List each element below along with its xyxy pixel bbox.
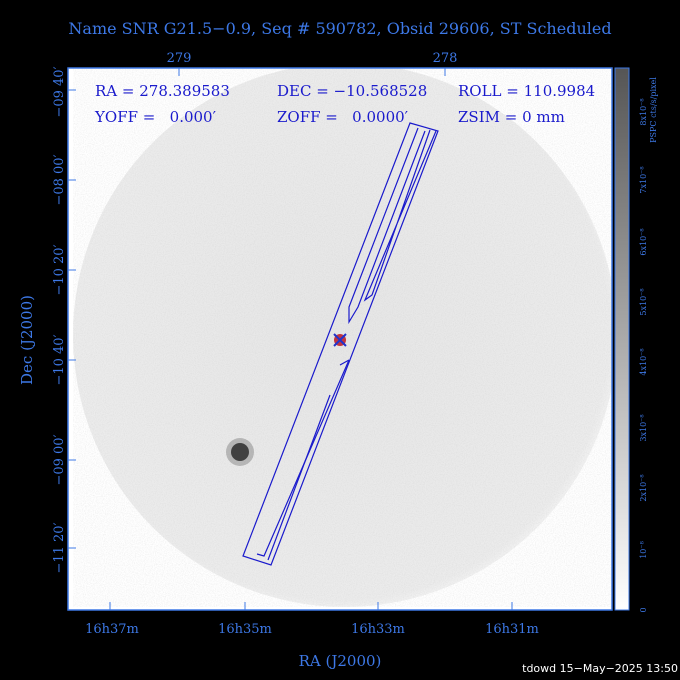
top-tick-label: 278 bbox=[433, 51, 458, 66]
bottom-tick-label: 16h35m bbox=[218, 622, 272, 637]
bottom-tick-label: 16h37m bbox=[85, 622, 139, 637]
colorbar-label: 6x10⁻⁸ bbox=[639, 228, 648, 255]
left-tick-label: −11 20′ bbox=[52, 522, 67, 573]
info-roll: ROLL = 110.9984 bbox=[458, 82, 595, 100]
colorbar-label: 5x10⁻⁸ bbox=[639, 288, 648, 315]
colorbar-label: 3x10⁻⁸ bbox=[639, 414, 648, 441]
top-tick-label: 279 bbox=[167, 51, 192, 66]
colorbar bbox=[614, 67, 630, 611]
colorbar-title: PSPC cts/s/pixel bbox=[649, 77, 658, 143]
plot-frame bbox=[67, 67, 613, 611]
colorbar-label: 0 bbox=[639, 607, 648, 612]
info-yoff: YOFF = 0.000′ bbox=[94, 108, 217, 126]
left-tick-label: −08 00′ bbox=[52, 154, 67, 205]
colorbar-label: 8x10⁻⁸ bbox=[639, 98, 648, 125]
footer-stamp: tdowd 15−May−2025 13:50 bbox=[522, 662, 678, 675]
colorbar-label: 10⁻⁸ bbox=[639, 541, 648, 559]
colorbar-label: 7x10⁻⁸ bbox=[639, 166, 648, 193]
colorbar-label: 2x10⁻⁸ bbox=[639, 474, 648, 501]
bottom-axis-title: RA (J2000) bbox=[299, 652, 382, 670]
left-axis-title: Dec (J2000) bbox=[18, 295, 36, 385]
left-tick-label: −09 00′ bbox=[52, 434, 67, 485]
colorbar-label: 4x10⁻⁸ bbox=[639, 348, 648, 375]
info-ra: RA = 278.389583 bbox=[95, 82, 230, 100]
bottom-tick-label: 16h31m bbox=[485, 622, 539, 637]
bottom-tick-label: 16h33m bbox=[351, 622, 405, 637]
left-tick-label: −09 40′ bbox=[52, 66, 67, 117]
left-tick-label: −10 40′ bbox=[52, 334, 67, 385]
info-zsim: ZSIM = 0 mm bbox=[458, 108, 565, 126]
info-dec: DEC = −10.568528 bbox=[277, 82, 427, 100]
axis-ticks bbox=[68, 68, 513, 610]
left-tick-label: −10 20′ bbox=[52, 244, 67, 295]
aperture-outline bbox=[242, 122, 439, 566]
sky-image bbox=[68, 68, 612, 610]
info-zoff: ZOFF = 0.0000′ bbox=[277, 108, 409, 126]
title: Name SNR G21.5−0.9, Seq # 590782, Obsid … bbox=[68, 19, 611, 38]
